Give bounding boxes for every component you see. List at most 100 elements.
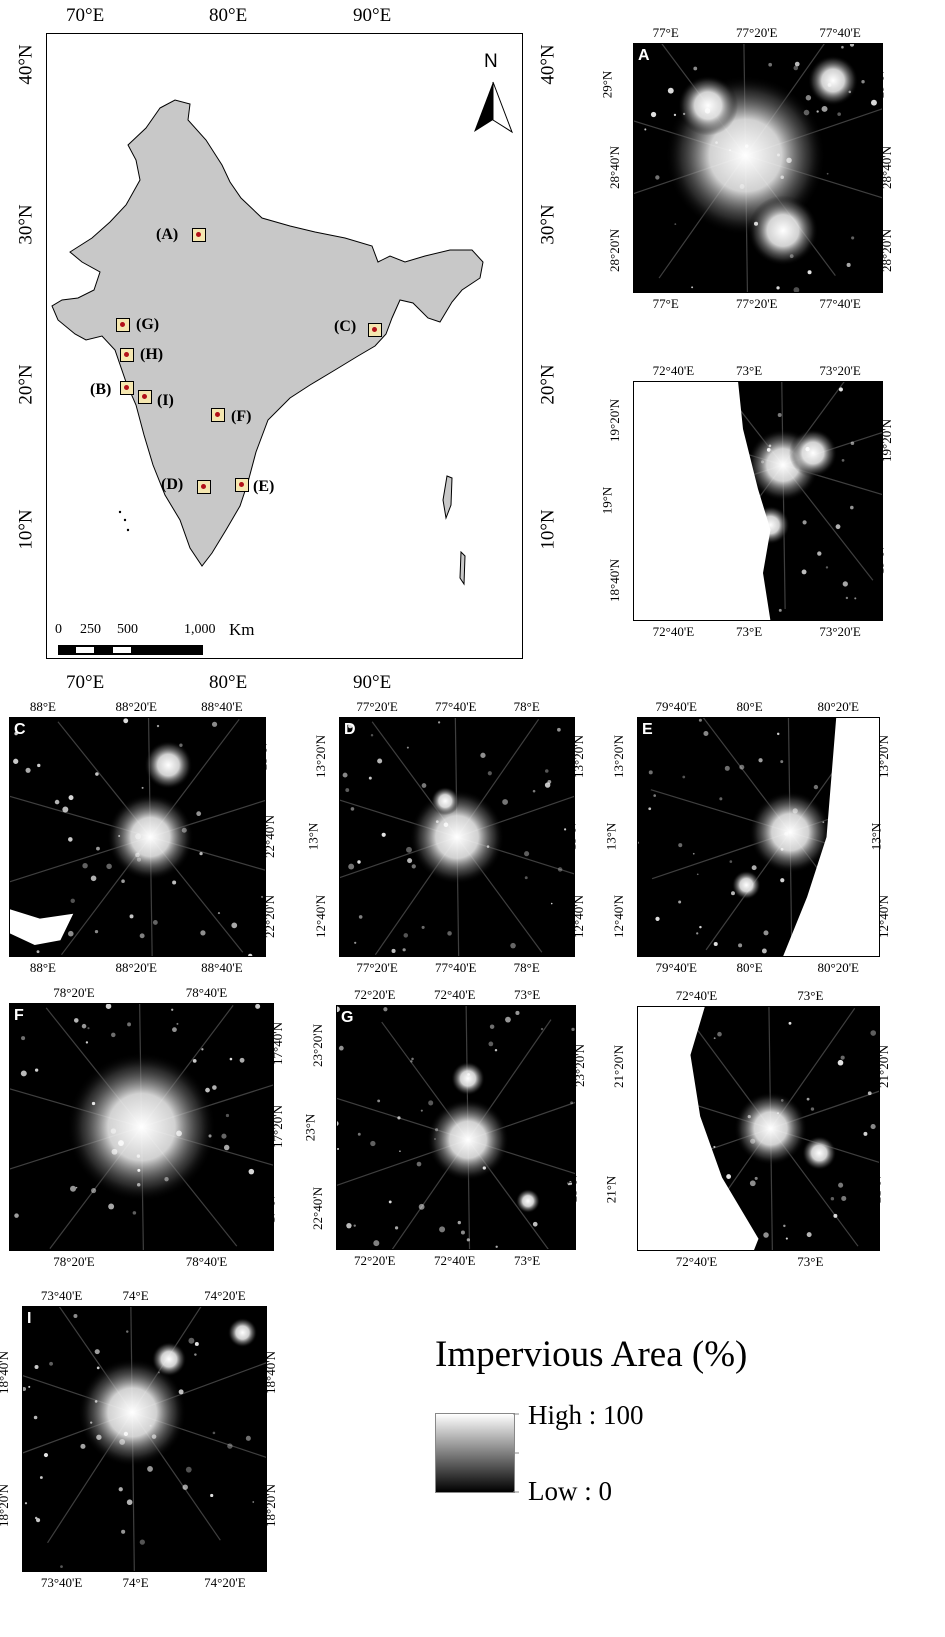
- inset-frame: [22, 1306, 267, 1572]
- inset-panel-i: I: [22, 1306, 267, 1572]
- inset-frame: [336, 1005, 576, 1250]
- coord-tick: 77°40'E: [819, 25, 861, 40]
- coord-tick: 22°20'N: [261, 895, 277, 938]
- coord-tick: 13°N: [603, 822, 619, 851]
- inset-frame: [633, 43, 883, 293]
- coord-tick: 88°40'E: [201, 960, 243, 975]
- coord-tick: 78°20'E: [53, 985, 95, 1000]
- lat-tick: 10°N: [537, 509, 559, 550]
- coord-tick: 72°40'E: [652, 363, 695, 378]
- coord-tick: 22°40'N: [261, 815, 277, 858]
- impervious-raster: [336, 1005, 576, 1250]
- sea-area: [782, 717, 880, 957]
- site-marker-d: [197, 480, 211, 494]
- coord-tick: 72°40'E: [675, 988, 718, 1003]
- legend-title: Impervious Area (%): [435, 1334, 748, 1375]
- site-label-h: (H): [140, 346, 164, 363]
- coord-tick: 73°E: [514, 1253, 541, 1268]
- coord-tick: 21°N: [868, 1175, 884, 1204]
- coord-tick: 77°E: [652, 296, 679, 311]
- north-label: N: [484, 51, 498, 72]
- site-marker-a: [192, 228, 206, 242]
- coord-tick: 88°E: [29, 960, 56, 975]
- lon-tick: 80°E: [209, 672, 248, 693]
- site-label-f: (F): [231, 408, 252, 425]
- site-label-a: (A): [156, 226, 179, 243]
- coord-tick: 21°N: [603, 1175, 619, 1204]
- coord-tick: 73°40'E: [40, 1288, 83, 1303]
- inset-frame: [637, 1006, 880, 1251]
- coord-tick: 13°20'N: [570, 735, 586, 778]
- coord-tick: 18°40'N: [606, 559, 622, 602]
- coord-tick: 19°N: [871, 546, 887, 575]
- scale-tick: 0: [55, 622, 62, 637]
- site-label-d: (D): [161, 476, 184, 493]
- sea-area: [9, 909, 74, 945]
- panel-letter: G: [341, 1009, 354, 1026]
- inset-frame: [633, 381, 883, 621]
- panel-letter: A: [638, 47, 650, 64]
- north-arrow-icon: [474, 82, 493, 132]
- legend-color-ramp: [435, 1413, 515, 1493]
- coord-tick: 79°40'E: [655, 960, 697, 975]
- coord-tick: 77°20'E: [736, 296, 778, 311]
- inset-panel-g: G: [336, 1005, 576, 1250]
- coord-tick: 12°40'N: [610, 895, 626, 938]
- coord-tick: 74°20'E: [204, 1288, 246, 1303]
- panel-letter: D: [344, 721, 356, 738]
- coord-tick: 72°40'E: [434, 1253, 476, 1268]
- coord-tick: 23°N: [302, 1113, 318, 1141]
- site-marker-i: [138, 390, 152, 404]
- coord-tick: 74°E: [122, 1575, 149, 1590]
- impervious-raster: [9, 1003, 274, 1251]
- coord-tick: 77°E: [652, 25, 679, 40]
- coord-tick: 18°20'N: [262, 1483, 278, 1527]
- coord-tick: 12°40'N: [570, 895, 586, 938]
- inset-panel-b: B: [633, 381, 883, 621]
- coord-tick: 13°20'N: [875, 735, 891, 778]
- lon-tick: 70°E: [66, 672, 105, 693]
- coord-tick: 77°40'E: [435, 699, 477, 714]
- coord-tick: 17°N: [262, 1195, 278, 1223]
- lon-tick: 90°E: [353, 5, 392, 26]
- site-marker-g: [116, 318, 130, 332]
- coord-tick: 73°E: [514, 987, 541, 1002]
- coord-tick: 78°40'E: [185, 1254, 228, 1269]
- coord-tick: 73°20'E: [819, 363, 861, 378]
- coord-tick: 73°E: [736, 363, 763, 378]
- coord-tick: 17°40'N: [269, 1022, 285, 1066]
- coord-tick: 18°20'N: [0, 1483, 11, 1527]
- coord-tick: 72°40'E: [652, 624, 695, 639]
- coord-tick: 23°N: [254, 742, 270, 771]
- coord-tick: 78°E: [513, 699, 540, 714]
- coord-tick: 13°N: [868, 822, 884, 851]
- coord-tick: 12°40'N: [312, 895, 328, 938]
- coord-tick: 19°20'N: [606, 399, 622, 442]
- coord-tick: 72°40'E: [675, 1254, 718, 1269]
- lat-tick: 10°N: [15, 509, 37, 550]
- scale-tick: 250: [80, 622, 101, 637]
- impervious-raster: [637, 1006, 880, 1251]
- coord-tick: 13°20'N: [312, 735, 328, 778]
- inset-panel-h: H: [637, 1006, 880, 1251]
- panel-letter: F: [14, 1007, 24, 1024]
- site-label-b: (B): [90, 381, 112, 398]
- inset-frame: [637, 717, 880, 957]
- inset-frame: [9, 717, 266, 957]
- coord-tick: 78°E: [513, 960, 540, 975]
- coord-tick: 29°N: [599, 70, 615, 98]
- lat-tick: 30°N: [15, 204, 37, 245]
- coord-tick: 74°E: [122, 1288, 149, 1303]
- lat-tick: 40°N: [15, 44, 37, 85]
- legend-high: High : 100: [528, 1400, 644, 1430]
- lon-tick: 90°E: [353, 672, 392, 693]
- coord-tick: 73°E: [797, 1254, 824, 1269]
- site-marker-b: [120, 381, 134, 395]
- coord-tick: 88°20'E: [115, 960, 157, 975]
- impervious-raster: [22, 1306, 267, 1572]
- inset-frame: [9, 1003, 274, 1251]
- coord-tick: 74°20'E: [204, 1575, 246, 1590]
- coord-tick: 73°20'E: [819, 624, 861, 639]
- coord-tick: 88°40'E: [201, 699, 243, 714]
- coord-tick: 78°20'E: [53, 1254, 95, 1269]
